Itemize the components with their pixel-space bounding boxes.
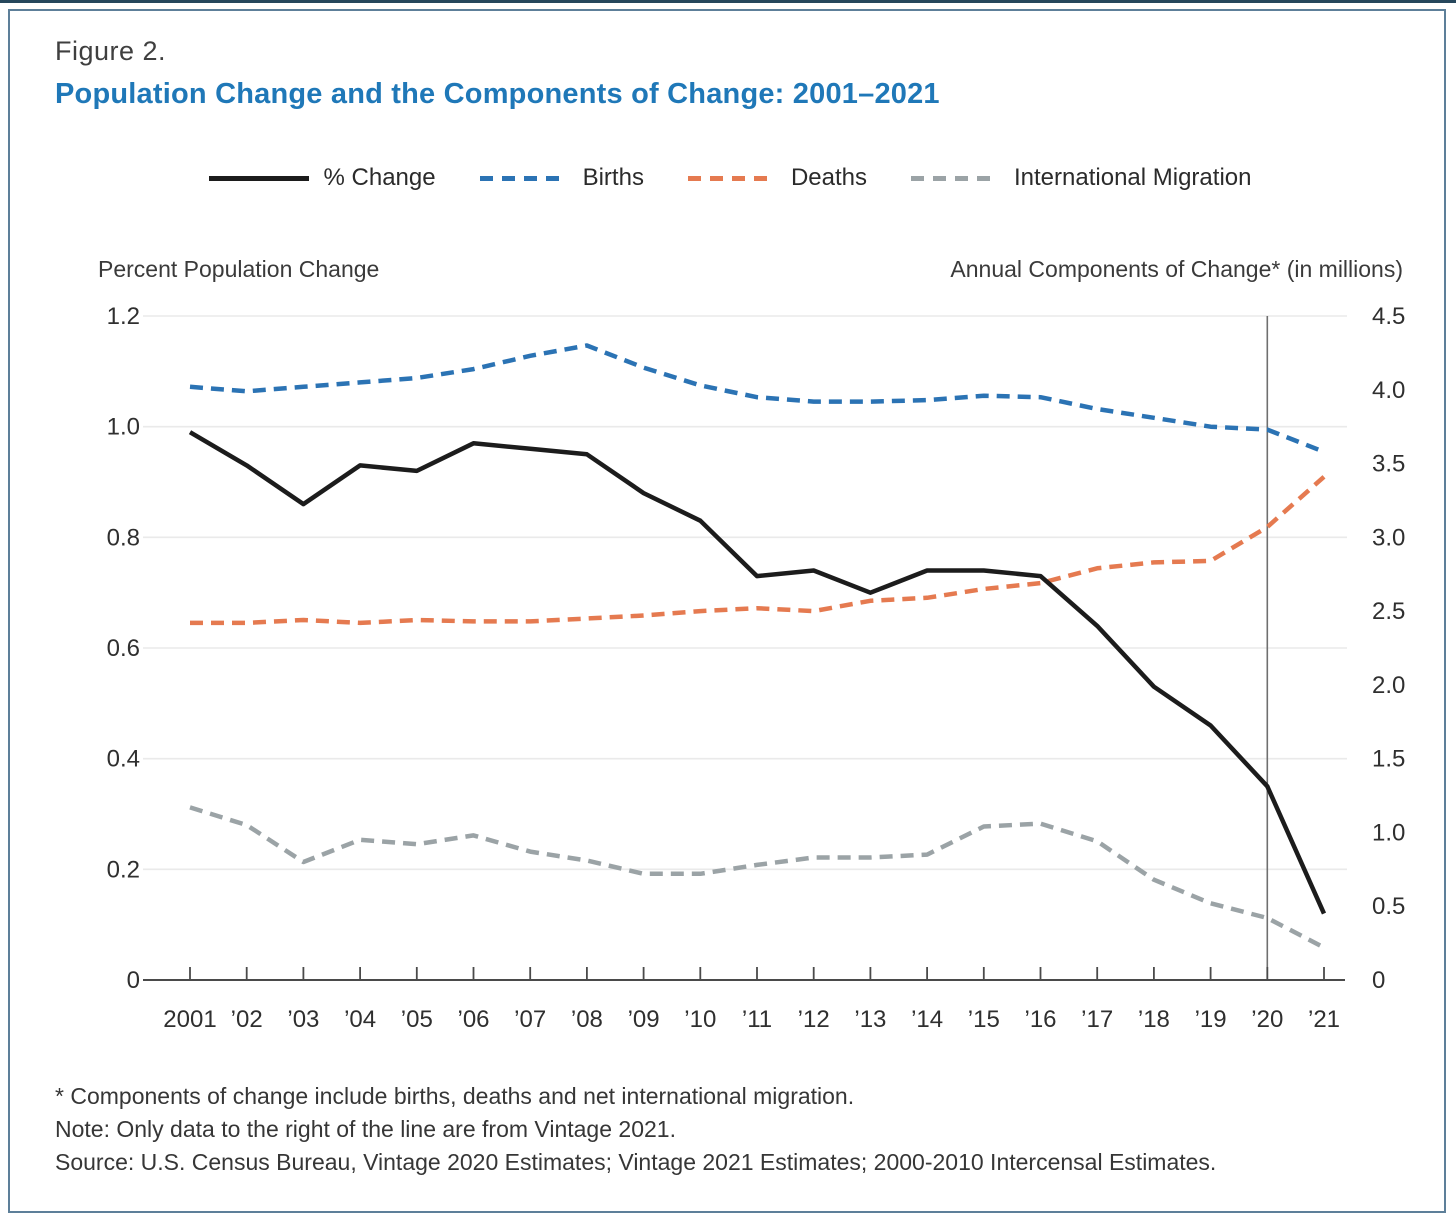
x-axis-label: ’12	[798, 1006, 830, 1033]
pct-change-line-swatch	[208, 175, 309, 181]
top-edge-strip	[0, 0, 1456, 3]
x-axis-label: ’18	[1138, 1006, 1170, 1033]
x-axis-label: ’10	[684, 1006, 716, 1033]
legend-item-intl-migration: International Migration	[911, 164, 1251, 192]
left-axis-tick-label: 0.8	[107, 524, 140, 551]
right-axis-title: Annual Components of Change* (in million…	[950, 256, 1403, 282]
legend-item-births: Births	[479, 164, 644, 192]
right-axis-tick-label: 0	[1372, 967, 1385, 994]
footnote-components: * Components of change include births, d…	[55, 1083, 855, 1109]
chart-svg: 2001 ’02 ’03 ’04 ’05 ’06 ’07 ’08 ’09 ’10 ’11 ’12 ’13…	[107, 303, 1406, 1033]
footnote-source: Source: U.S. Census Bureau, Vintage 2020…	[55, 1149, 1217, 1175]
left-axis-title: Percent Population Change	[98, 256, 380, 282]
left-axis-tick-label: 1.0	[107, 414, 140, 441]
x-axis-label: ’19	[1195, 1006, 1227, 1033]
right-axis-tick-label: 3.5	[1372, 451, 1405, 478]
x-axis-label: ’15	[968, 1006, 1000, 1033]
right-axis-tick-label: 1.0	[1372, 819, 1405, 846]
left-axis-tick-label: 0.6	[107, 635, 140, 662]
x-axis-label: ’07	[514, 1006, 546, 1033]
deaths-line-swatch	[687, 175, 776, 181]
left-axis-tick-label: 1.2	[107, 303, 140, 330]
footnotes: * Components of change include births, d…	[55, 1080, 1216, 1179]
x-axis-label: ’14	[911, 1006, 943, 1033]
x-axis-label: ’11	[742, 1006, 772, 1033]
right-axis-tick-label: 0.5	[1372, 893, 1405, 920]
x-axis-label: ’16	[1024, 1006, 1056, 1033]
births-line-swatch	[479, 175, 568, 181]
series-line-births	[189, 343, 1325, 454]
x-axis-label: ’08	[571, 1006, 603, 1033]
x-axis-label: ’02	[231, 1006, 263, 1033]
legend-label-births: Births	[582, 164, 644, 191]
page-title: Population Change and the Components of …	[55, 78, 940, 110]
left-axis-tick-label: 0.2	[107, 856, 140, 883]
footnote-vintage-note: Note: Only data to the right of the line…	[55, 1116, 676, 1142]
x-axis-label: ’03	[287, 1006, 319, 1033]
x-axis-label: ’20	[1251, 1006, 1283, 1033]
x-axis-label: ’17	[1081, 1006, 1113, 1033]
x-axis-label: 2001	[163, 1006, 216, 1033]
legend-item-deaths: Deaths	[687, 164, 867, 192]
x-axis-label: ’04	[344, 1006, 376, 1033]
figure-number-label: Figure 2.	[55, 36, 167, 66]
left-axis-tick-label: 0.4	[107, 746, 140, 773]
x-axis-label: ’21	[1308, 1006, 1340, 1033]
intl-migration-line-swatch	[911, 175, 999, 181]
right-axis-tick-label: 2.5	[1372, 598, 1405, 625]
x-axis-label: ’13	[854, 1006, 886, 1033]
legend-item-pct-change: % Change	[208, 164, 436, 192]
legend-label-deaths: Deaths	[790, 164, 867, 191]
series-line-international-migration	[189, 805, 1326, 950]
x-axis-label: ’06	[457, 1006, 489, 1033]
series-line--change	[188, 430, 1327, 915]
series-line-deaths	[190, 475, 1326, 626]
right-axis-tick-label: 4.0	[1372, 377, 1405, 404]
right-axis-tick-label: 1.5	[1372, 746, 1405, 773]
right-axis-tick-label: 4.5	[1372, 303, 1405, 330]
legend-label-intl-migration: International Migration	[1014, 164, 1252, 191]
chart-legend: % Change Births Deaths International Mig…	[160, 164, 1300, 192]
x-axis-label: ’05	[401, 1006, 433, 1033]
legend-label-pct-change: % Change	[323, 164, 436, 191]
right-axis-tick-label: 3.0	[1372, 524, 1405, 551]
right-axis-tick-label: 2.0	[1372, 672, 1405, 699]
left-axis-tick-label: 0	[127, 967, 140, 994]
x-axis-label: ’09	[628, 1006, 660, 1033]
